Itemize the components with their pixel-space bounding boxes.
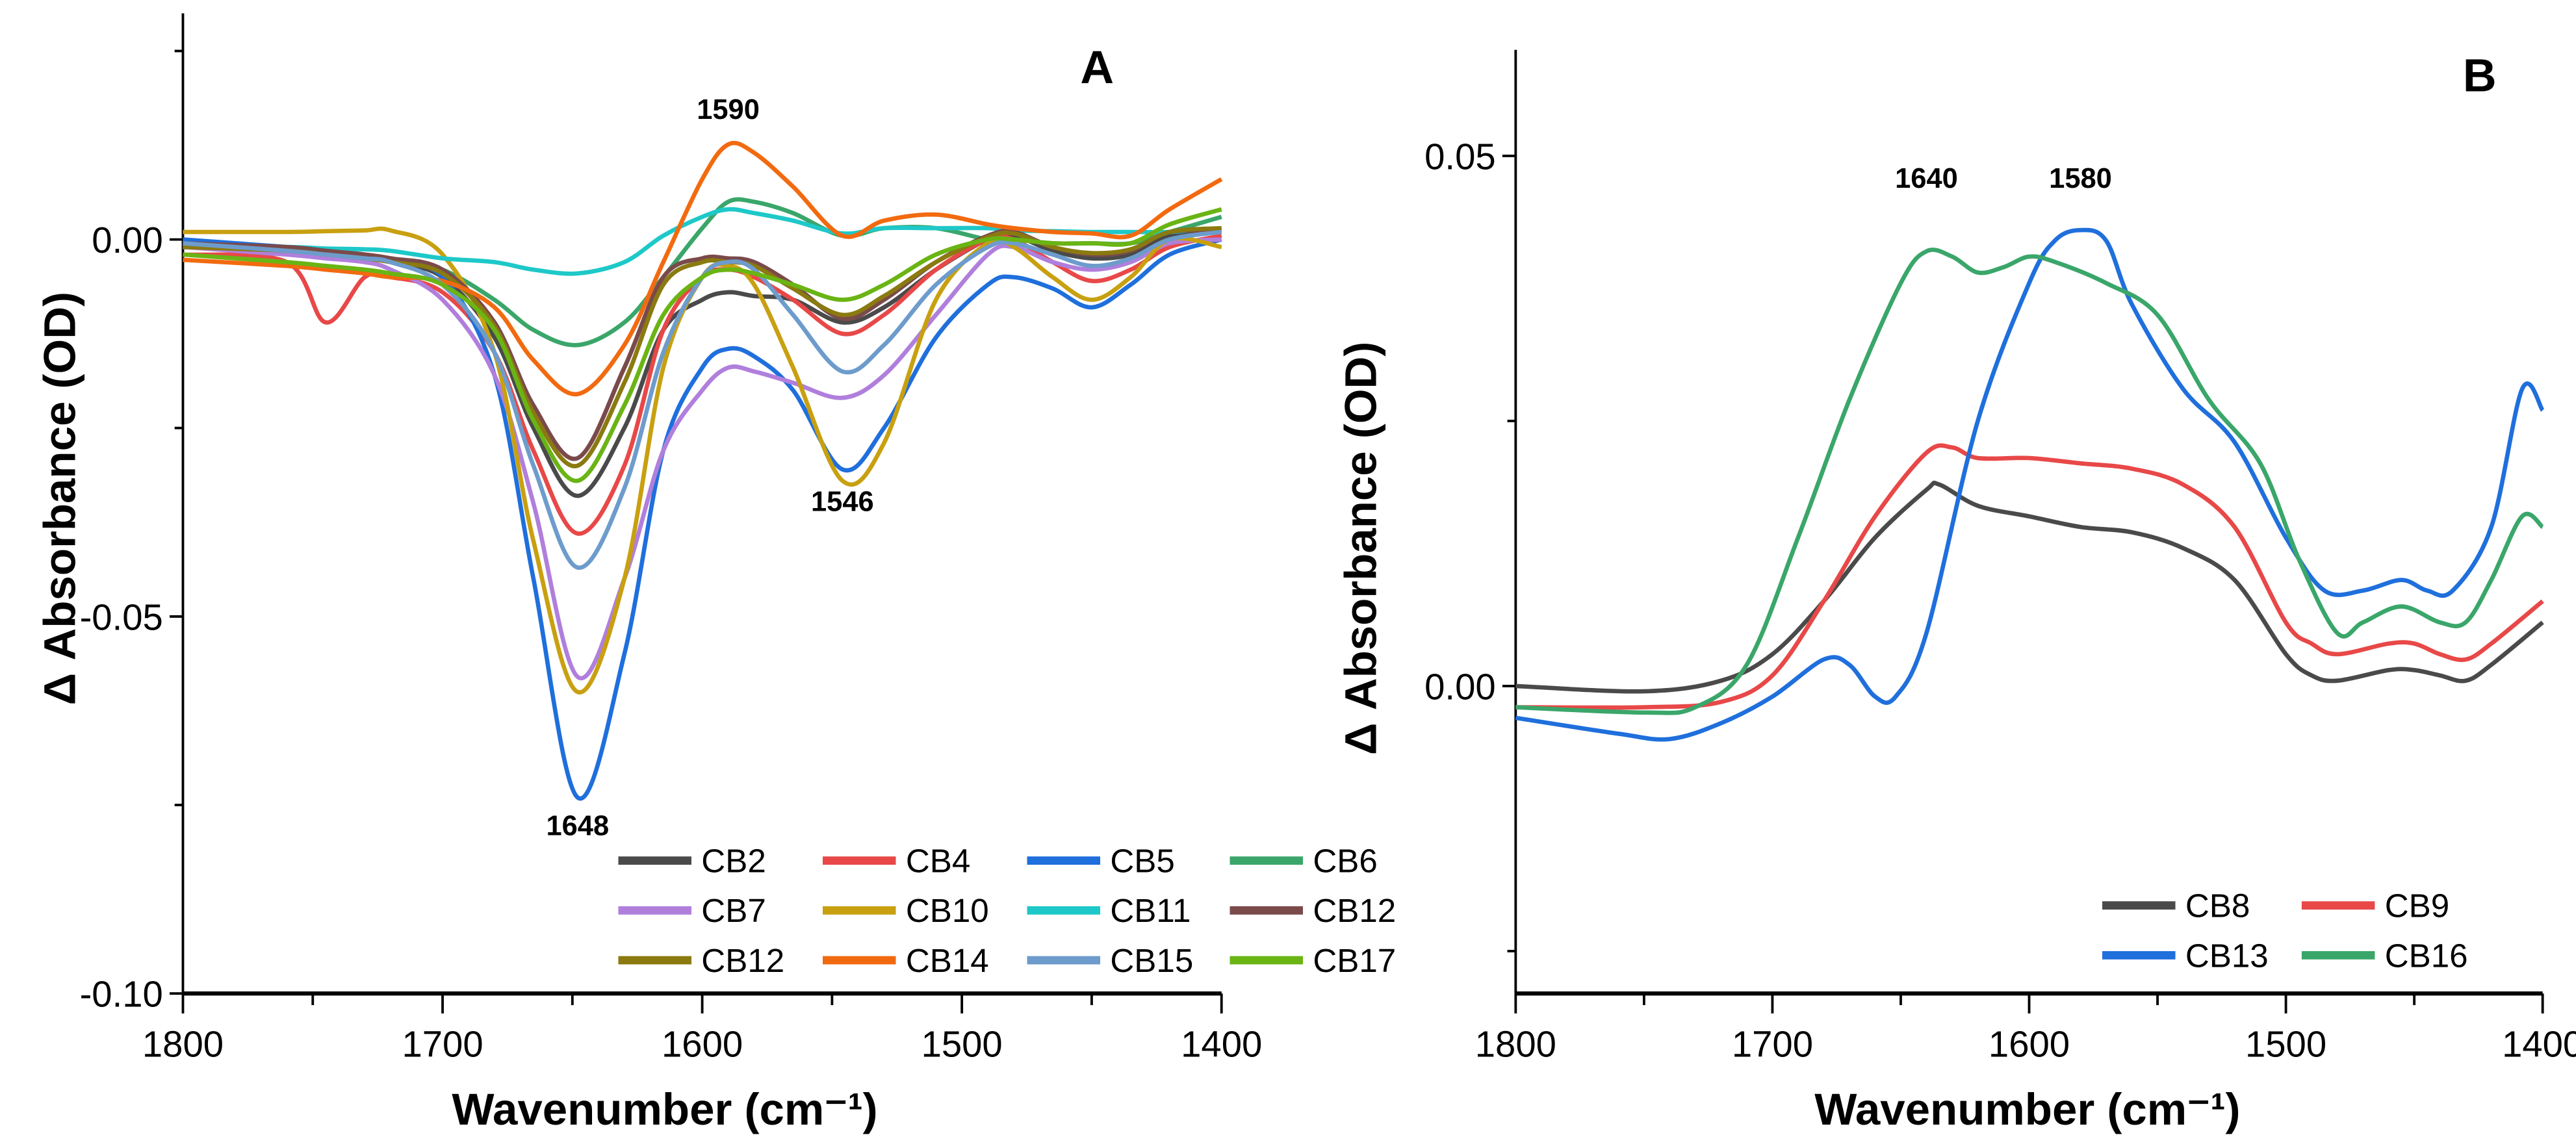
x-tick-label: 1500 — [921, 1023, 1003, 1064]
panel-b-y-axis-title: Δ Absorbance (OD) — [1335, 342, 1386, 755]
x-tick-label: 1600 — [1989, 1023, 2070, 1064]
panel-b-x-axis-title: Wavenumber (cm⁻¹) — [1814, 1084, 2240, 1134]
panel-b-label: B — [2463, 50, 2497, 102]
legend-label: CB15 — [1110, 942, 1193, 979]
y-tick-label: -0.10 — [80, 974, 163, 1015]
legend-label: CB12 — [701, 942, 784, 979]
peak-annotation: 1590 — [697, 94, 760, 125]
legend-label: CB12 — [1313, 892, 1396, 929]
x-tick-label: 1600 — [662, 1023, 743, 1064]
x-tick-label: 1700 — [402, 1023, 483, 1064]
series-line-cb16 — [1515, 248, 2544, 715]
legend-label: CB17 — [1313, 942, 1396, 979]
series-line-cb17 — [183, 207, 1222, 483]
legend-label: CB7 — [701, 892, 766, 929]
series-line-cb8 — [1515, 480, 2544, 694]
peak-annotation: 1580 — [2049, 163, 2112, 194]
series-line-cb15 — [183, 229, 1222, 570]
x-tick-label: 1800 — [1475, 1023, 1556, 1064]
legend-label: CB5 — [1110, 843, 1174, 880]
panel-a: A 1800 1700 1600 1500 1400 0.00 -0.05 -0.10 Wav… — [34, 13, 1396, 1134]
legend-label: CB11 — [1110, 892, 1191, 929]
y-tick-label: 0.00 — [1424, 666, 1495, 707]
peak-annotation: 1546 — [811, 486, 874, 517]
legend-label: CB9 — [2385, 887, 2449, 925]
x-tick-label: 1400 — [2502, 1023, 2576, 1064]
x-tick-label: 1500 — [2245, 1023, 2326, 1064]
y-tick-label: -0.05 — [80, 596, 163, 637]
y-tick-label: 0.00 — [92, 220, 162, 261]
panel-a-label: A — [1080, 42, 1114, 94]
legend-label: CB10 — [906, 892, 989, 929]
series-line-cb9 — [1515, 443, 2544, 710]
series-line-cb13 — [1515, 227, 2545, 742]
panel-b: B 1800 1700 1600 1500 1400 0.05 0.00 Wavenumbe… — [1335, 50, 2576, 1135]
peak-annotation: 1640 — [1895, 163, 1958, 194]
legend-label: CB4 — [906, 843, 970, 880]
legend-label: CB2 — [701, 843, 766, 880]
legend-label: CB16 — [2385, 937, 2468, 974]
panel-a-y-axis-title: Δ Absorbance (OD) — [34, 292, 84, 705]
x-tick-label: 1700 — [1732, 1023, 1813, 1064]
legend-label: CB6 — [1313, 843, 1377, 880]
legend-label: CB13 — [2185, 937, 2269, 974]
series-line-cb5 — [183, 237, 1222, 801]
legend-label: CB14 — [906, 942, 989, 979]
panel-a-x-axis-title: Wavenumber (cm⁻¹) — [452, 1084, 877, 1134]
x-tick-label: 1400 — [1181, 1023, 1262, 1064]
series-line-cb7 — [183, 237, 1222, 681]
peak-annotation: 1648 — [546, 810, 609, 841]
legend-label: CB8 — [2185, 887, 2250, 925]
x-tick-label: 1800 — [142, 1023, 224, 1064]
series-line-cb14 — [183, 140, 1223, 396]
y-tick-label: 0.05 — [1424, 136, 1495, 177]
